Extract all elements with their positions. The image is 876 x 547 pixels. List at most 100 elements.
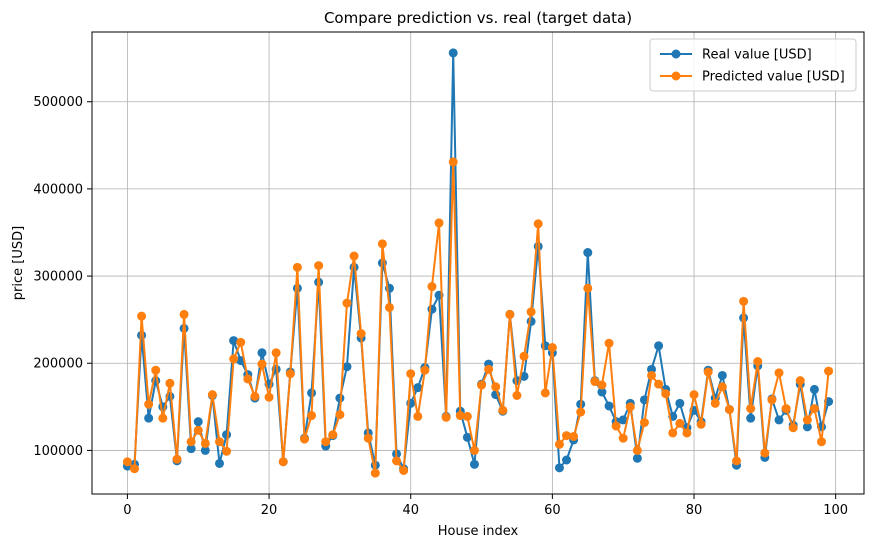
data-point (824, 366, 834, 376)
data-point (165, 378, 175, 388)
data-point (809, 384, 819, 394)
data-point (399, 465, 409, 475)
data-point (639, 418, 649, 428)
data-point (257, 359, 267, 369)
data-point (469, 445, 479, 455)
x-tick-label: 80 (686, 503, 703, 518)
data-point (349, 251, 359, 261)
data-point (618, 415, 628, 425)
data-point (590, 377, 600, 387)
data-point (363, 433, 373, 443)
data-point (413, 411, 423, 421)
data-point (746, 404, 756, 414)
data-point (342, 298, 352, 308)
data-point (200, 438, 210, 448)
data-point (604, 401, 614, 411)
data-point (307, 411, 317, 421)
data-point (179, 309, 189, 319)
data-point (611, 421, 621, 431)
y-tick-label: 200000 (33, 357, 83, 372)
data-point (774, 368, 784, 378)
data-point (668, 428, 678, 438)
data-point (576, 407, 586, 417)
data-point (193, 425, 203, 435)
data-point (597, 380, 607, 390)
data-point (675, 418, 685, 428)
legend-label-predicted: Predicted value [USD] (702, 70, 845, 85)
data-point (186, 437, 196, 447)
data-point (554, 463, 564, 473)
data-point (647, 370, 657, 380)
data-point (654, 341, 664, 351)
data-point (802, 415, 812, 425)
data-point (739, 296, 749, 306)
data-point (229, 354, 239, 364)
data-point (717, 370, 727, 380)
x-tick-label: 20 (261, 503, 278, 518)
data-point (257, 348, 267, 358)
data-point (172, 454, 182, 464)
y-tick-label: 300000 (33, 270, 83, 285)
series-layer (122, 48, 834, 478)
data-point (250, 391, 260, 401)
data-point (434, 218, 444, 228)
data-point (760, 448, 770, 458)
data-point (413, 383, 423, 393)
data-point (335, 410, 345, 420)
data-point (498, 405, 508, 415)
x-tick-label: 100 (823, 503, 848, 518)
data-point (406, 369, 416, 379)
data-point (753, 357, 763, 367)
data-point (569, 431, 579, 441)
data-point (222, 430, 232, 440)
data-point (809, 404, 819, 414)
x-axis-title: House index (438, 524, 519, 539)
data-point (469, 459, 479, 469)
data-point (540, 388, 550, 398)
data-point (321, 437, 331, 447)
data-point (774, 415, 784, 425)
y-axis-title: price [USD] (11, 226, 26, 300)
series-line (126, 160, 830, 475)
data-point (724, 404, 734, 414)
data-point (526, 316, 536, 326)
data-point (632, 453, 642, 463)
data-point (200, 445, 210, 455)
data-point (462, 411, 472, 421)
data-point (271, 348, 281, 358)
data-point (491, 382, 501, 392)
data-point (307, 388, 317, 398)
data-point (689, 390, 699, 400)
series-predicted (122, 157, 834, 478)
data-point (583, 248, 593, 258)
data-point (732, 456, 742, 466)
legend-box (649, 38, 857, 92)
data-point (562, 455, 572, 465)
data-point (207, 390, 217, 400)
data-point (618, 433, 628, 443)
data-point (328, 430, 338, 440)
data-point (129, 464, 139, 474)
data-point (781, 404, 791, 414)
data-point (505, 309, 515, 319)
legend-marker-predicted (671, 71, 681, 81)
data-point (222, 446, 232, 456)
data-point (151, 365, 161, 375)
data-point (285, 369, 295, 379)
data-point (278, 457, 288, 467)
data-point (144, 399, 154, 409)
axis-ticks: 0 20 40 60 80 100 100000 200000 300000 400000 5000… (33, 95, 848, 518)
data-point (158, 413, 168, 423)
data-point (377, 239, 387, 249)
data-point (682, 428, 692, 438)
data-point (675, 398, 685, 408)
data-point (583, 283, 593, 293)
data-point (243, 374, 253, 384)
legend-label-real: Real value [USD] (702, 48, 812, 63)
data-point (817, 437, 827, 447)
data-point (533, 219, 543, 229)
data-point (335, 393, 345, 403)
data-point (299, 434, 309, 444)
data-point (767, 395, 777, 405)
x-tick-label: 40 (402, 503, 419, 518)
